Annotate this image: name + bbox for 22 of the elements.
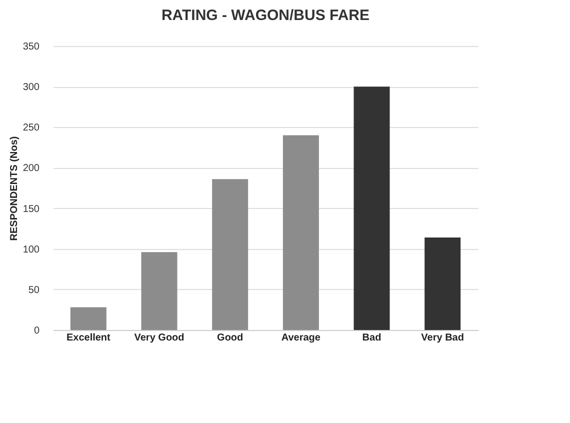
x-tick-label: Bad	[362, 332, 382, 344]
y-tick-label: 200	[22, 163, 40, 174]
y-axis-title: RESPONDENTS (Nos)	[8, 136, 20, 241]
x-tick-label: Very Bad	[421, 332, 464, 344]
x-tick-label: Good	[217, 332, 244, 344]
y-tick-label: 0	[34, 326, 40, 336]
x-tick-label: Average	[281, 332, 321, 344]
bar	[354, 86, 390, 330]
y-tick-label: 350	[22, 42, 40, 52]
y-tick-label: 100	[22, 244, 40, 256]
chart-title: RATING - WAGON/BUS FARE	[161, 7, 370, 24]
bar	[70, 307, 106, 330]
y-tick-label: 50	[28, 284, 40, 296]
x-tick-label: Very Good	[134, 332, 184, 344]
bar	[141, 252, 178, 330]
bar	[424, 237, 461, 330]
bar	[282, 135, 319, 330]
y-tick-label: 300	[22, 82, 40, 94]
bar	[212, 179, 248, 330]
y-tick-label: 150	[22, 204, 40, 215]
y-tick-label: 250	[22, 122, 40, 134]
x-tick-label: Excellent	[66, 332, 112, 344]
